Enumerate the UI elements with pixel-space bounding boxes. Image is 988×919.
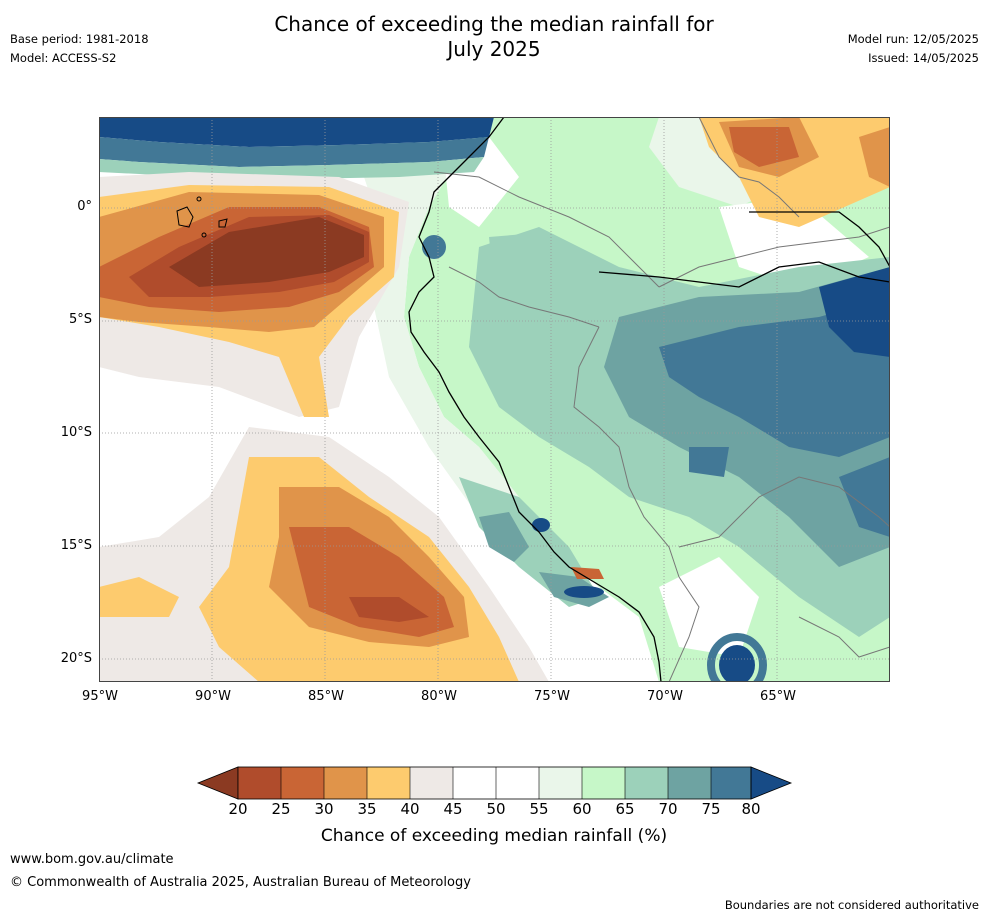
colorbar-tick-20: 20	[228, 800, 248, 818]
colorbar-bin-55-60	[539, 767, 582, 799]
lat-label-5s: 5°S	[68, 312, 92, 327]
colorbar-tick-45: 45	[443, 800, 463, 818]
colorbar-tick-75: 75	[701, 800, 721, 818]
lon-label-80w: 80°W	[421, 689, 457, 704]
colorbar-tick-25: 25	[271, 800, 291, 818]
colorbar-bin-75-80	[711, 767, 751, 799]
model-run: Model run: 12/05/2025	[847, 32, 979, 46]
contour-above80-east	[819, 267, 890, 357]
galapagos-islands	[176, 196, 228, 238]
coastline	[408, 117, 890, 682]
colorbar-tick-50: 50	[486, 800, 506, 818]
footer-url[interactable]: www.bom.gov.au/climate	[10, 852, 174, 867]
title-line-1: Chance of exceeding the median rainfall …	[274, 12, 714, 36]
colorbar-tick-40: 40	[400, 800, 420, 818]
colorbar-tick-60: 60	[572, 800, 592, 818]
lon-label-85w: 85°W	[308, 689, 344, 704]
contour-75-80-titicaca	[564, 586, 604, 598]
meta-left: Base period: 1981-2018 Model: ACCESS-S2	[10, 30, 149, 68]
colorbar-arrow-low	[196, 766, 239, 800]
colorbar-bin-45-50	[453, 767, 496, 799]
lat-label-10s: 10°S	[60, 425, 92, 440]
contour-above80-spot-andes	[719, 645, 755, 682]
map-title: Chance of exceeding the median rainfall …	[0, 12, 988, 62]
lon-label-65w: 65°W	[760, 689, 796, 704]
rainfall-map	[99, 117, 890, 682]
contour-above80-spot-coast	[532, 518, 550, 532]
colorbar-bin-25-30	[281, 767, 324, 799]
contour-25-30-ne	[729, 127, 799, 167]
contour-65-70-amazon-north	[489, 232, 569, 307]
colorbar-tick-55: 55	[529, 800, 549, 818]
colorbar-frame	[237, 766, 752, 800]
colorbar-bin-65-70	[625, 767, 668, 799]
colorbar-tick-35: 35	[357, 800, 377, 818]
lat-label-15s: 15°S	[60, 538, 92, 553]
contour-75-80-ring-andes	[707, 633, 767, 682]
model-name: Model: ACCESS-S2	[10, 51, 117, 65]
contour-30-35-ne2	[859, 127, 890, 187]
contour-75-80-south	[839, 457, 890, 537]
issued-date: Issued: 14/05/2025	[868, 51, 979, 65]
contour-75-80-land	[659, 297, 890, 457]
contour-70-75-coast	[479, 512, 529, 562]
country-borders	[433, 117, 890, 682]
lon-label-90w: 90°W	[195, 689, 231, 704]
colorbar	[196, 766, 793, 800]
colorbar-bin-50-55	[496, 767, 539, 799]
contour-75-80-patch	[689, 447, 729, 477]
title-line-2: July 2025	[447, 37, 541, 61]
colorbar-label: Chance of exceeding median rainfall (%)	[320, 826, 668, 846]
colorbar-dividers	[280, 767, 712, 799]
contour-45-55-south	[659, 557, 759, 657]
contour-20-25-south	[349, 597, 429, 622]
lat-label-20s: 20°S	[60, 651, 92, 666]
colorbar-bin-60-65	[582, 767, 625, 799]
colorbar-tick-65: 65	[615, 800, 635, 818]
contour-65-70-sw	[459, 477, 599, 607]
footer-note: Boundaries are not considered authoritat…	[724, 898, 979, 912]
contour-above80-north-ocean	[99, 117, 494, 147]
base-period: Base period: 1981-2018	[10, 32, 149, 46]
colorbar-bin-70-75	[668, 767, 711, 799]
contour-above80-ecuador	[422, 235, 446, 259]
colorbar-tick-30: 30	[314, 800, 334, 818]
colorbar-bin-30-35	[324, 767, 367, 799]
contour-35-40-sw	[99, 577, 179, 617]
colorbar-bin-20-25	[238, 767, 281, 799]
contour-75-80-north-ocean	[99, 137, 489, 167]
lon-label-75w: 75°W	[534, 689, 570, 704]
contour-below20-north	[169, 217, 364, 287]
colorbar-tick-80: 80	[741, 800, 761, 818]
map-frame	[99, 117, 890, 682]
lat-label-0: 0°	[77, 199, 92, 214]
footer-copyright: © Commonwealth of Australia 2025, Austra…	[10, 875, 471, 890]
contour-55-60-coastal	[364, 117, 569, 577]
colorbar-tick-70: 70	[658, 800, 678, 818]
graticule	[99, 117, 890, 682]
colorbar-arrow-high	[750, 766, 793, 800]
lon-label-70w: 70°W	[647, 689, 683, 704]
lon-label-95w: 95°W	[82, 689, 118, 704]
colorbar-bin-40-45	[410, 767, 453, 799]
contour-25-30-peru	[571, 567, 604, 579]
colorbar-bin-35-40	[367, 767, 410, 799]
meta-right: Model run: 12/05/2025 Issued: 14/05/2025	[848, 30, 979, 68]
